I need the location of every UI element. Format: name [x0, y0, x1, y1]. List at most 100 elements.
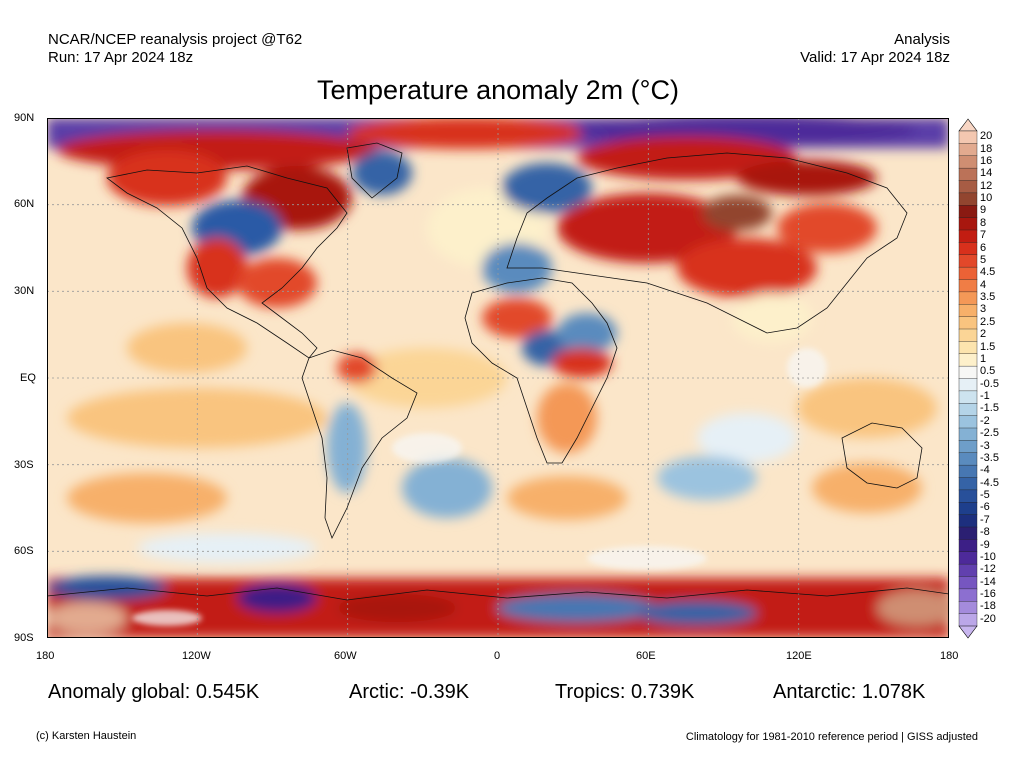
- map-title: Temperature anomaly 2m (°C): [317, 75, 679, 105]
- colorbar-bin: [958, 242, 978, 256]
- colorbar-bottom-triangle: [958, 625, 978, 639]
- colorbar-bin: [958, 452, 978, 466]
- colorbar-bin: [958, 217, 978, 231]
- lon-label: 120W: [182, 650, 211, 662]
- colorbar-tick-label: 20: [980, 130, 993, 143]
- colorbar-bin: [958, 192, 978, 206]
- colorbar-bin: [958, 588, 978, 602]
- colorbar-bin: [958, 316, 978, 330]
- colorbar-bin: [958, 601, 978, 615]
- credit-label: (c) Karsten Haustein: [36, 730, 137, 742]
- colorbar-tick-label: -7: [980, 513, 990, 526]
- colorbar-bin: [958, 551, 978, 565]
- colorbar-bin: [958, 514, 978, 528]
- colorbar-bin: [958, 155, 978, 169]
- colorbar-tick-label: -18: [980, 600, 996, 613]
- lat-label: 90N: [14, 112, 35, 124]
- colorbar-bin: [958, 576, 978, 590]
- lat-label: 90S: [14, 632, 34, 644]
- colorbar-tick-label: -5: [980, 489, 990, 502]
- colorbar-tick-label: 8: [980, 216, 987, 229]
- colorbar-tick-label: -9: [980, 538, 990, 551]
- colorbar-tick-label: 2: [980, 328, 987, 341]
- colorbar-tick-label: 5: [980, 253, 987, 266]
- colorbar-bin: [958, 365, 978, 380]
- colorbar-tick-label: -4.5: [980, 476, 999, 489]
- colorbar-tick-label: 18: [980, 142, 993, 155]
- tropics-anomaly: Tropics: 0.739K: [555, 681, 695, 703]
- colorbar-tick-label: 12: [980, 179, 993, 192]
- colorbar-tick-label: -4: [980, 464, 990, 477]
- arctic-anomaly: Arctic: -0.39K: [349, 681, 470, 703]
- colorbar-tick-label: -1: [980, 390, 990, 403]
- colorbar-bin: [958, 229, 978, 243]
- source-label: NCAR/NCEP reanalysis project @T62: [48, 31, 303, 48]
- valid-label: Valid: 17 Apr 2024 18z: [800, 49, 950, 66]
- colorbar-bin: [958, 378, 978, 392]
- colorbar-tick-label: 4: [980, 278, 987, 291]
- colorbar-tick-label: -14: [980, 575, 996, 588]
- lon-label: 120E: [786, 650, 812, 662]
- colorbar-tick-label: 3: [980, 303, 987, 316]
- colorbar-tick-label: -8: [980, 526, 990, 539]
- lon-label: 60W: [334, 650, 357, 662]
- colorbar-bin: [958, 341, 978, 355]
- coastlines: [47, 142, 949, 601]
- colorbar-tick-label: -12: [980, 563, 996, 576]
- colorbar-top-triangle: [958, 118, 978, 132]
- colorbar-tick-label: 1: [980, 352, 987, 365]
- colorbar-bin: [958, 328, 978, 342]
- colorbar-bin: [958, 526, 978, 540]
- colorbar-tick-label: 9: [980, 204, 987, 217]
- colorbar: [958, 118, 978, 639]
- colorbar-bin: [958, 563, 978, 578]
- run-label: Run: 17 Apr 2024 18z: [48, 49, 194, 66]
- colorbar-tick-label: 1.5: [980, 340, 996, 353]
- colorbar-bin: [958, 440, 978, 454]
- colorbar-bin: [958, 427, 978, 441]
- colorbar-bin: [958, 167, 978, 182]
- colorbar-bin: [958, 477, 978, 491]
- global-anomaly: Anomaly global: 0.545K: [48, 681, 260, 703]
- colorbar-bin: [958, 502, 978, 516]
- analysis-label: Analysis: [894, 31, 950, 48]
- colorbar-bin: [958, 266, 978, 281]
- map-frame: [47, 118, 949, 638]
- colorbar-bin: [958, 403, 978, 417]
- colorbar-tick-label: 3.5: [980, 291, 996, 304]
- colorbar-tick-label: 16: [980, 154, 993, 167]
- lat-label: EQ: [20, 372, 36, 384]
- colorbar-bin: [958, 539, 978, 553]
- antarctic-anomaly: Antarctic: 1.078K: [773, 681, 926, 703]
- climatology-note: Climatology for 1981-2010 reference peri…: [685, 731, 978, 743]
- colorbar-bin: [958, 143, 978, 157]
- colorbar-tick-label: -3.5: [980, 451, 999, 464]
- colorbar-bin: [958, 291, 978, 305]
- lon-label: 180: [940, 650, 959, 662]
- colorbar-tick-label: 6: [980, 241, 987, 254]
- lon-label: 180: [36, 650, 55, 662]
- anomaly-map: [47, 118, 949, 638]
- colorbar-tick-label: -10: [980, 550, 996, 563]
- graticule: [47, 118, 949, 638]
- colorbar-tick-label: -16: [980, 588, 996, 601]
- colorbar-bin: [958, 180, 978, 194]
- colorbar-tick-label: 2.5: [980, 315, 996, 328]
- colorbar-tick-label: 14: [980, 167, 993, 180]
- colorbar-tick-label: -20: [980, 612, 996, 625]
- colorbar-tick-label: -6: [980, 501, 990, 514]
- colorbar-bin: [958, 613, 978, 627]
- colorbar-tick-label: -1.5: [980, 402, 999, 415]
- colorbar-bin: [958, 205, 978, 219]
- lat-label: 60N: [14, 198, 35, 210]
- lat-label: 30S: [14, 459, 34, 471]
- colorbar-bin: [958, 489, 978, 503]
- colorbar-bin: [958, 279, 978, 293]
- colorbar-bin: [958, 415, 978, 429]
- colorbar-tick-label: -0.5: [980, 377, 999, 390]
- lat-label: 60S: [14, 545, 34, 557]
- colorbar-tick-label: 4.5: [980, 266, 996, 279]
- lat-label: 30N: [14, 285, 35, 297]
- colorbar-bin: [958, 390, 978, 404]
- colorbar-bin: [958, 353, 978, 367]
